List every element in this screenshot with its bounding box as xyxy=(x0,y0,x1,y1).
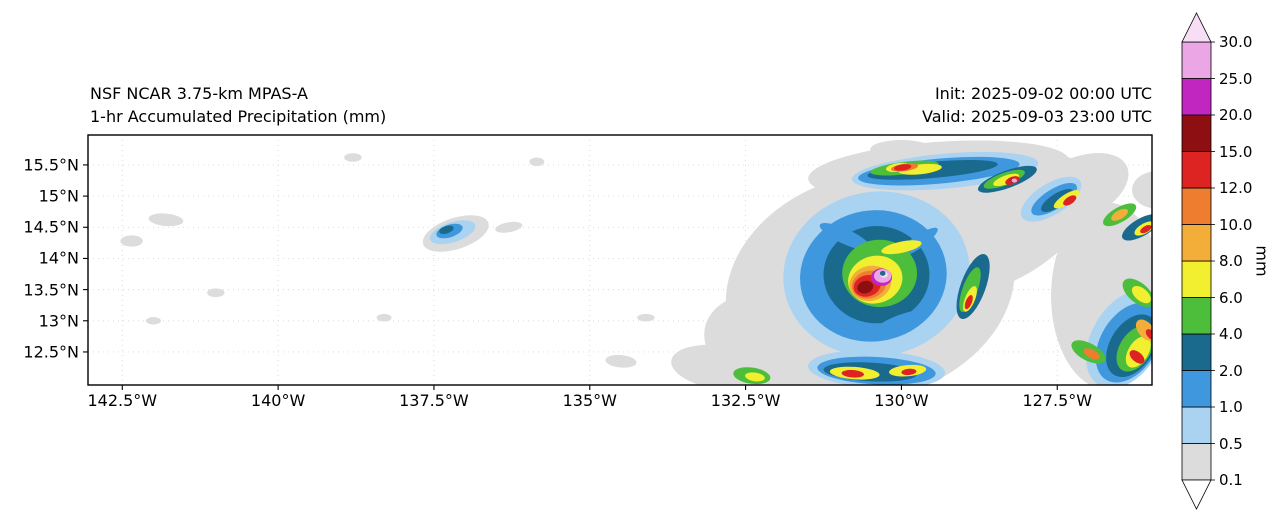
precip-blob xyxy=(1129,350,1145,364)
precip-blob xyxy=(857,280,874,294)
precip-blob xyxy=(1140,225,1152,234)
y-tick-label: 14°N xyxy=(38,248,79,268)
precip-blob xyxy=(879,270,886,276)
x-tick-label: 127.5°W xyxy=(1022,391,1093,410)
y-axis-tick-labels: 15.5°N 15°N 14.5°N 14°N 13.5°N 13°N 12.5°N xyxy=(0,0,79,520)
map-border xyxy=(87,134,1153,386)
valid-time-label: Valid: 2025-09-03 23:00 UTC xyxy=(921,107,1152,126)
colorbar-swatch xyxy=(1181,114,1212,152)
init-time-label: Init: 2025-09-02 00:00 UTC xyxy=(934,84,1152,103)
colorbar-tick-label: 4.0 xyxy=(1219,325,1243,343)
precip-blob xyxy=(881,240,922,255)
colorbar-tick-label: 8.0 xyxy=(1219,252,1243,270)
precip-blob xyxy=(148,213,184,227)
x-axis-tick-labels: 142.5°W 140°W 137.5°W 135°W 132.5°W 130°W 127.… xyxy=(0,391,1286,413)
colorbar-over-arrow xyxy=(1181,12,1212,43)
precip-blob xyxy=(439,225,454,235)
colorbar-under-arrow xyxy=(1181,479,1212,510)
colorbar xyxy=(1181,12,1215,510)
colorbar-tick-label: 15.0 xyxy=(1219,142,1253,161)
precip-blob xyxy=(1145,329,1152,340)
precip-blob xyxy=(637,313,655,322)
colorbar-swatch xyxy=(1181,41,1212,79)
colorbar-tick-label: 12.0 xyxy=(1219,179,1253,197)
colorbar-tick-label: 20.0 xyxy=(1219,106,1253,124)
model-title: NSF NCAR 3.75-km MPAS-A xyxy=(90,84,308,103)
x-tick-label: 142.5°W xyxy=(87,391,158,410)
y-tick-label: 12.5°N xyxy=(23,342,79,362)
x-tick-label: 130°W xyxy=(874,391,929,410)
colorbar-swatch xyxy=(1181,370,1212,408)
colorbar-swatch xyxy=(1181,297,1212,335)
colorbar-swatch xyxy=(1181,78,1212,116)
precipitation-field xyxy=(120,139,1152,385)
precip-blob xyxy=(745,372,765,382)
colorbar-tick-label: 0.1 xyxy=(1219,471,1243,489)
colorbar-tick-label: 1.0 xyxy=(1219,398,1243,416)
x-tick-label: 137.5°W xyxy=(399,391,469,410)
precip-blob xyxy=(605,354,637,368)
colorbar-tick-label: 30.0 xyxy=(1219,33,1253,51)
colorbar-swatch xyxy=(1181,224,1212,262)
colorbar-swatch xyxy=(1181,333,1212,371)
precip-blob xyxy=(376,313,392,322)
precip-blob xyxy=(874,309,928,333)
precip-blob xyxy=(120,235,143,247)
precip-blob xyxy=(495,221,523,233)
precip-blob xyxy=(1083,348,1100,360)
precip-blob xyxy=(964,295,973,310)
y-tick-label: 13.5°N xyxy=(23,280,79,300)
colorbar-swatch xyxy=(1181,187,1212,225)
precip-blob xyxy=(207,288,225,298)
precip-blob xyxy=(870,139,933,159)
precip-blob xyxy=(814,287,845,330)
y-tick-label: 14.5°N xyxy=(23,217,79,237)
precip-blob xyxy=(1063,195,1077,206)
time-block: Init: 2025-09-02 00:00 UTC Valid: 2025-0… xyxy=(922,82,1152,128)
precip-blob xyxy=(145,317,161,325)
title-block: NSF NCAR 3.75-km MPAS-A 1-hr Accumulated… xyxy=(90,82,386,128)
precip-blob xyxy=(894,164,912,171)
y-tick-label: 15°N xyxy=(38,186,79,206)
colorbar-swatch xyxy=(1181,443,1212,481)
precip-blob xyxy=(1132,171,1152,209)
colorbar-tick-label: 6.0 xyxy=(1219,288,1243,307)
x-tick-label: 140°W xyxy=(250,391,306,410)
colorbar-tick-label: 2.0 xyxy=(1219,361,1243,380)
precip-blob xyxy=(1131,285,1151,304)
precip-blob xyxy=(344,153,362,162)
colorbar-swatch xyxy=(1181,260,1212,298)
colorbar-tick-label: 10.0 xyxy=(1219,215,1253,234)
precip-blob xyxy=(1011,178,1018,183)
colorbar-swatch xyxy=(1181,151,1212,189)
y-tick-label: 13°N xyxy=(38,311,79,331)
axis-ticks xyxy=(83,164,1058,390)
y-tick-label: 15.5°N xyxy=(23,155,79,175)
colorbar-units-label: mm xyxy=(1252,245,1272,277)
x-tick-label: 135°W xyxy=(562,391,617,410)
colorbar-tick-label: 25.0 xyxy=(1219,69,1253,88)
precip-blob xyxy=(1111,208,1128,221)
precip-blob xyxy=(841,369,865,378)
precip-blob xyxy=(529,157,545,167)
colorbar-tick-label: 0.5 xyxy=(1219,434,1243,453)
product-title: 1-hr Accumulated Precipitation (mm) xyxy=(90,107,387,126)
precip-blob xyxy=(819,222,871,251)
colorbar-tick-labels: 0.1 0.5 1.0 2.0 4.0 6.0 8.0 10.0 12.0 15.0 20.0 25.… xyxy=(1219,0,1279,520)
precip-blob xyxy=(901,368,917,376)
x-tick-label: 132.5°W xyxy=(710,391,781,410)
